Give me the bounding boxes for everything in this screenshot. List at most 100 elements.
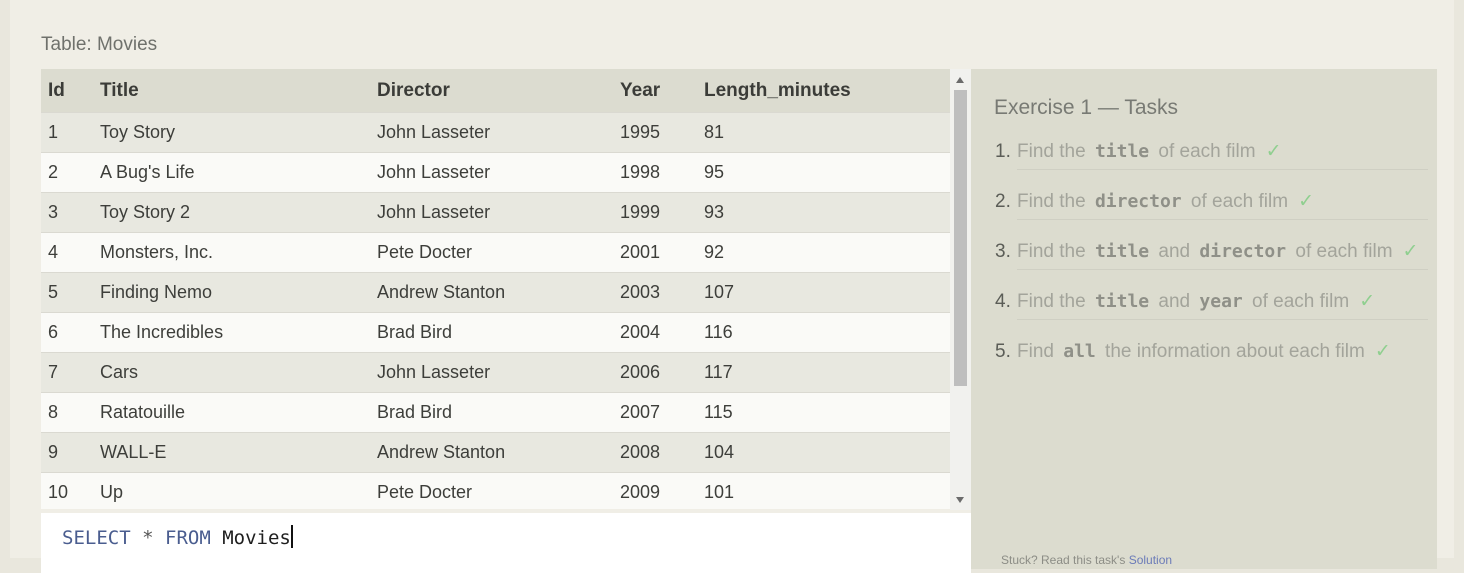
table-cell: 2004 xyxy=(613,312,697,353)
task-code: title xyxy=(1094,291,1150,312)
task-number: 1. xyxy=(995,141,1011,162)
table-cell: 7 xyxy=(41,352,93,393)
table-cell: 8 xyxy=(41,392,93,433)
table-cell: Pete Docter xyxy=(370,232,613,273)
table-cell: Finding Nemo xyxy=(93,272,370,313)
table-cell: 2 xyxy=(41,152,93,193)
table-scrollbar[interactable] xyxy=(950,69,971,510)
sql-keyword-from: FROM xyxy=(165,527,211,549)
solution-hint: Stuck? Read this task's Solution xyxy=(1001,553,1172,567)
table-cell: 107 xyxy=(697,272,950,313)
table-cell: Brad Bird xyxy=(370,312,613,353)
task-text: Find the xyxy=(1017,241,1086,262)
task-item: 2. Find the director of each film ✓ xyxy=(995,187,1428,228)
task-number: 2. xyxy=(995,191,1011,212)
task-text: Find xyxy=(1017,341,1054,362)
table-cell: 2003 xyxy=(613,272,697,313)
table-cell: The Incredibles xyxy=(93,312,370,353)
table-cell: Up xyxy=(93,472,370,509)
table-cell: 117 xyxy=(697,352,950,393)
task-text: of each film xyxy=(1190,191,1289,212)
task-text: Find the xyxy=(1017,141,1086,162)
task-code: year xyxy=(1199,291,1243,312)
column-header: Id xyxy=(41,69,93,113)
check-icon: ✓ xyxy=(1359,291,1376,312)
task-text: of each film xyxy=(1295,241,1393,262)
task-text: Find the xyxy=(1017,291,1086,312)
table-cell: 5 xyxy=(41,272,93,313)
table-cell: Andrew Stanton xyxy=(370,272,613,313)
column-header: Director xyxy=(370,69,613,113)
table-cell: 104 xyxy=(697,432,950,473)
table-cell: 1 xyxy=(41,112,93,153)
table-row: 3 Toy Story 2 John Lasseter 1999 93 xyxy=(41,192,950,233)
solution-hint-text: Stuck? Read this task's xyxy=(1001,553,1126,567)
table-cell: 2009 xyxy=(613,472,697,509)
table-cell: Cars xyxy=(93,352,370,393)
task-code: director xyxy=(1094,191,1182,212)
table-cell: 95 xyxy=(697,152,950,193)
table-cell: 116 xyxy=(697,312,950,353)
text-cursor xyxy=(290,525,293,548)
table-row: 4 Monsters, Inc. Pete Docter 2001 92 xyxy=(41,232,950,273)
column-header: Year xyxy=(613,69,697,113)
sql-keyword-select: SELECT xyxy=(62,527,131,549)
table-cell: 115 xyxy=(697,392,950,433)
check-icon: ✓ xyxy=(1374,341,1391,362)
task-item: 3. Find the title and director of each f… xyxy=(995,237,1428,278)
task-code: title xyxy=(1094,141,1150,162)
table-row: 1 Toy Story John Lasseter 1995 81 xyxy=(41,112,950,153)
task-text: of each film xyxy=(1252,291,1350,312)
sql-query-line[interactable]: SELECT * FROM Movies xyxy=(62,525,293,549)
column-header: Length_minutes xyxy=(697,69,950,113)
task-text: Find the xyxy=(1017,191,1086,212)
table-cell: 1998 xyxy=(613,152,697,193)
table-cell: 92 xyxy=(697,232,950,273)
task-code: title xyxy=(1094,241,1150,262)
table-cell: Brad Bird xyxy=(370,392,613,433)
table-row: 7 Cars John Lasseter 2006 117 xyxy=(41,352,950,393)
tasks-panel: Exercise 1 — Tasks 1. Find the title of … xyxy=(971,69,1437,569)
sql-star: * xyxy=(142,527,154,549)
table-cell: 4 xyxy=(41,232,93,273)
table-cell: WALL-E xyxy=(93,432,370,473)
table-cell: Toy Story 2 xyxy=(93,192,370,233)
table-cell: 3 xyxy=(41,192,93,233)
table-row: 8 Ratatouille Brad Bird 2007 115 xyxy=(41,392,950,433)
check-icon: ✓ xyxy=(1402,241,1419,262)
table-cell: John Lasseter xyxy=(370,152,613,193)
table-cell: 10 xyxy=(41,472,93,509)
task-text: the information about each film xyxy=(1105,341,1365,362)
task-text: and xyxy=(1158,241,1191,262)
scroll-thumb[interactable] xyxy=(954,90,967,386)
table-cell: 2007 xyxy=(613,392,697,433)
task-list: 1. Find the title of each film ✓ 2. Find … xyxy=(995,137,1428,386)
table-cell: 2006 xyxy=(613,352,697,393)
scroll-down-arrow-icon[interactable] xyxy=(956,497,964,503)
table-cell: 1995 xyxy=(613,112,697,153)
table-cell: 9 xyxy=(41,432,93,473)
solution-link[interactable]: Solution xyxy=(1128,553,1173,567)
task-item: 1. Find the title of each film ✓ xyxy=(995,137,1428,178)
table-cell: 101 xyxy=(697,472,950,509)
table-cell: 2008 xyxy=(613,432,697,473)
table-row: 9 WALL-E Andrew Stanton 2008 104 xyxy=(41,432,950,473)
sql-editor[interactable]: SELECT * FROM Movies xyxy=(41,513,971,573)
task-item: 4. Find the title and year of each film ✓ xyxy=(995,287,1428,328)
table-row: 5 Finding Nemo Andrew Stanton 2003 107 xyxy=(41,272,950,313)
table-cell: John Lasseter xyxy=(370,352,613,393)
table-cell: Monsters, Inc. xyxy=(93,232,370,273)
table-caption: Table: Movies xyxy=(41,34,158,55)
task-text: and xyxy=(1158,291,1191,312)
task-number: 4. xyxy=(995,291,1011,312)
scroll-up-arrow-icon[interactable] xyxy=(956,77,964,83)
table-cell: 2001 xyxy=(613,232,697,273)
tasks-title: Exercise 1 — Tasks xyxy=(994,96,1179,119)
table-cell: John Lasseter xyxy=(370,192,613,233)
table-cell: Ratatouille xyxy=(93,392,370,433)
task-text: of each film xyxy=(1158,141,1256,162)
table-cell: Pete Docter xyxy=(370,472,613,509)
column-header: Title xyxy=(93,69,370,113)
